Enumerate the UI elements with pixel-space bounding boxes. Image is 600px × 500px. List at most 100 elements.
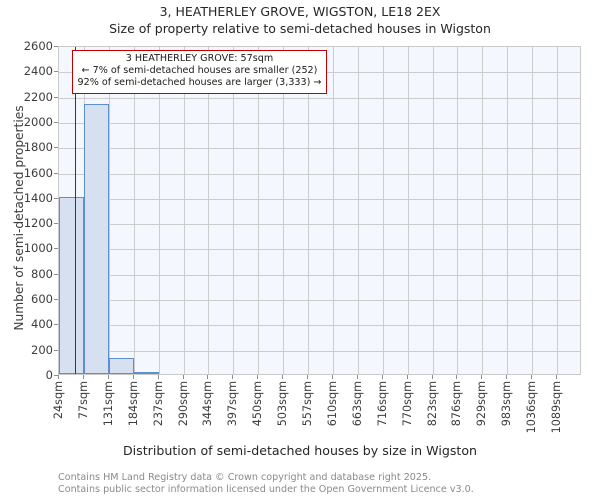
- gridline-vertical: [432, 47, 434, 374]
- x-axis-tickmark: [132, 375, 134, 379]
- y-axis-tickmark: [54, 223, 58, 225]
- x-axis-tick-label: 983sqm: [500, 381, 514, 427]
- x-axis-tickmark: [556, 375, 558, 379]
- x-axis-tick-label: 716sqm: [375, 381, 389, 427]
- y-axis-tickmark: [54, 121, 58, 123]
- x-axis-tickmark: [107, 375, 109, 379]
- y-axis-tick-label: 2200: [23, 89, 53, 104]
- gridline-vertical: [133, 47, 135, 374]
- y-axis-tickmark: [54, 324, 58, 326]
- x-axis-tickmark: [282, 375, 284, 379]
- gridline-vertical: [332, 47, 334, 374]
- y-axis-tick-label: 1800: [23, 140, 53, 155]
- gridline-vertical: [233, 47, 235, 374]
- gridline-vertical: [258, 47, 260, 374]
- x-axis-tick-label: 237sqm: [151, 381, 165, 427]
- x-axis-tick-label: 450sqm: [251, 381, 265, 427]
- gridline-horizontal: [59, 300, 580, 302]
- y-axis-tickmark: [54, 349, 58, 351]
- x-axis-tickmark: [481, 375, 483, 379]
- annotation-line-1: 3 HEATHERLEY GROVE: 57sqm: [125, 53, 274, 64]
- y-axis-tick-label: 800: [31, 266, 53, 281]
- annotation-line-2: ← 7% of semi-detached houses are smaller…: [81, 65, 318, 77]
- x-axis-tick-label: 1089sqm: [550, 381, 564, 434]
- gridline-vertical: [557, 47, 559, 374]
- gridline-horizontal: [59, 350, 580, 352]
- gridline-vertical: [208, 47, 210, 374]
- x-axis-tick-label: 610sqm: [325, 381, 339, 427]
- y-axis-tickmark: [54, 71, 58, 73]
- gridline-horizontal: [59, 274, 580, 276]
- x-axis-tick-label: 397sqm: [226, 381, 240, 427]
- x-axis-tickmark: [307, 375, 309, 379]
- gridline-horizontal: [59, 325, 580, 327]
- gridline-horizontal: [59, 249, 580, 251]
- x-axis-tick-label: 24sqm: [52, 381, 65, 420]
- bar: [133, 372, 159, 374]
- y-axis-tick-label: 2000: [23, 114, 53, 129]
- gridline-vertical: [158, 47, 160, 374]
- gridline-vertical: [308, 47, 310, 374]
- y-axis-tickmark: [54, 197, 58, 199]
- bar-series: [59, 47, 580, 374]
- y-axis-tickmark: [54, 46, 58, 47]
- plot-area: [58, 46, 581, 375]
- annotation-line-3: 92% of semi-detached houses are larger (…: [77, 77, 322, 89]
- y-axis-label: Number of semi-detached properties: [12, 105, 26, 331]
- x-axis-tickmark: [232, 375, 234, 379]
- x-axis-tick-label: 823sqm: [425, 381, 439, 427]
- x-axis-tickmark: [207, 375, 209, 379]
- x-axis-tickmark: [58, 375, 59, 379]
- x-axis-tickmark: [506, 375, 508, 379]
- property-annotation-box: 3 HEATHERLEY GROVE: 57sqm ← 7% of semi-d…: [71, 50, 328, 94]
- gridline-vertical: [457, 47, 459, 374]
- x-axis-tick-label: 290sqm: [176, 381, 190, 427]
- x-axis-tickmark: [381, 375, 383, 379]
- x-axis-tick-label: 663sqm: [350, 381, 364, 427]
- x-axis-tickmark: [257, 375, 259, 379]
- x-axis-tickmark: [82, 375, 84, 379]
- x-axis-tick-label: 184sqm: [126, 381, 140, 427]
- property-marker-line: [74, 47, 77, 374]
- x-axis-tick-label: 1036sqm: [525, 381, 539, 434]
- y-axis-tick-label: 1600: [23, 165, 53, 180]
- bar: [108, 358, 134, 374]
- y-axis-tickmark: [54, 273, 58, 275]
- y-axis-tickmark: [54, 172, 58, 174]
- gridline-vertical: [482, 47, 484, 374]
- bar: [83, 104, 109, 374]
- y-axis-tickmark: [54, 299, 58, 301]
- gridline-horizontal: [59, 224, 580, 226]
- y-axis-tick-label: 1400: [23, 190, 53, 205]
- gridline-vertical: [183, 47, 185, 374]
- x-axis-tickmark: [456, 375, 458, 379]
- gridline-horizontal: [59, 173, 580, 175]
- gridline-horizontal: [59, 148, 580, 150]
- gridline-vertical: [108, 47, 110, 374]
- x-axis-tick-label: 770sqm: [400, 381, 414, 427]
- y-axis-tick-label: 1000: [23, 241, 53, 256]
- x-axis-tickmark: [157, 375, 159, 379]
- footer-attribution: Contains HM Land Registry data © Crown c…: [58, 472, 474, 495]
- x-axis-tickmark: [431, 375, 433, 379]
- gridline-vertical: [382, 47, 384, 374]
- y-axis-tick-label: 400: [31, 317, 53, 332]
- gridline-vertical: [283, 47, 285, 374]
- gridline-horizontal: [59, 198, 580, 200]
- x-axis-tick-label: 876sqm: [450, 381, 464, 427]
- y-axis-tick-label: 0: [45, 368, 53, 382]
- y-axis-tickmark: [54, 147, 58, 149]
- y-axis-tick-label: 200: [31, 342, 53, 357]
- footer-line-2: Contains public sector information licen…: [58, 483, 474, 495]
- y-axis-ticks: 0 200 400 600 800 1000 1200 1400 1600 1800 2000 220…: [0, 0, 58, 500]
- gridline-vertical: [532, 47, 534, 374]
- y-axis-tickmark: [54, 96, 58, 98]
- gridline-vertical: [507, 47, 509, 374]
- x-axis-tickmark: [331, 375, 333, 379]
- y-axis-tick-label: 2400: [23, 64, 53, 79]
- x-axis-tickmark: [406, 375, 408, 379]
- x-axis-tick-label: 503sqm: [276, 381, 290, 427]
- y-axis-tickmark: [54, 248, 58, 250]
